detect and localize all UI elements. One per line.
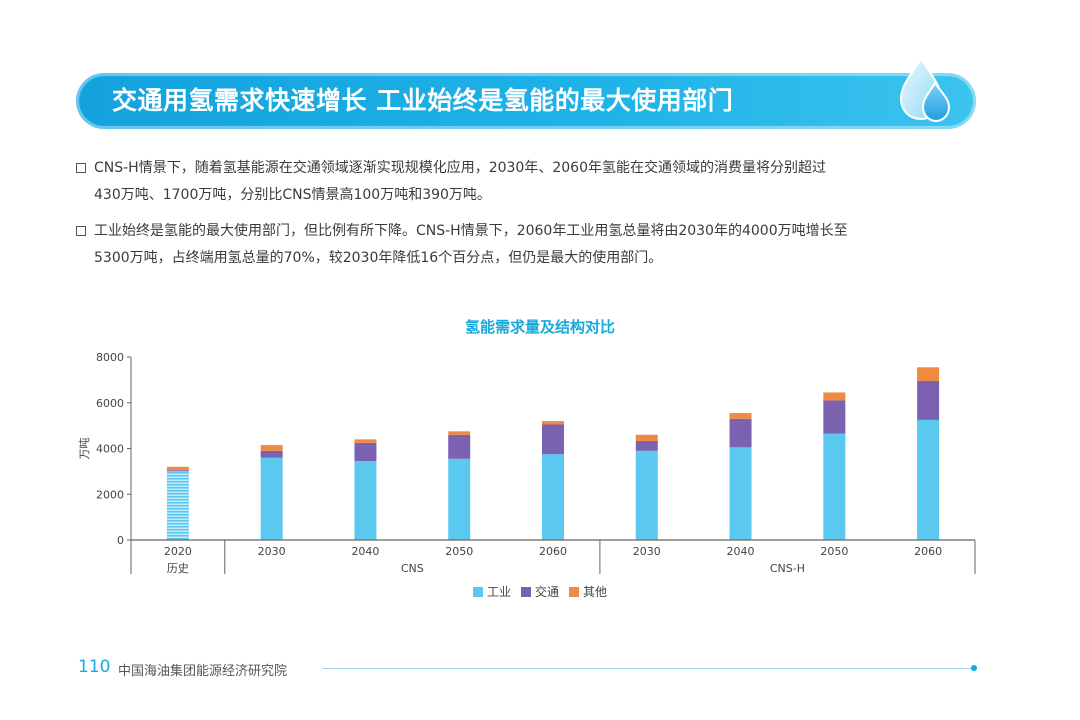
bullet-1-line-2: 430万吨、1700万吨，分别比CNS情景高100万吨和390万吨。 [94,187,491,203]
x-tick-label: 2050 [820,545,848,558]
bar-工业-0 [166,471,189,540]
bullet-box-icon [76,226,86,236]
x-tick-label: 2020 [164,545,192,558]
bar-交通-8 [917,381,940,420]
bar-工业-5 [635,450,658,540]
bar-交通-2 [354,442,377,462]
bar-交通-5 [635,440,658,451]
bar-交通-0 [166,470,189,472]
bar-交通-1 [260,450,283,458]
x-tick-label: 2050 [445,545,473,558]
y-axis-label: 万吨 [78,438,91,460]
x-tick-label: 2030 [633,545,661,558]
title-banner-inner [80,77,972,125]
legend-label: 交通 [535,584,559,599]
x-tick-label: 2060 [539,545,567,558]
bar-交通-4 [542,424,564,455]
bar-工业-6 [729,447,752,540]
group-label: CNS [401,562,424,575]
bar-交通-3 [448,434,471,459]
y-tick-label: 0 [117,534,124,547]
page-title: 交通用氢需求快速增长 工业始终是氢能的最大使用部门 [112,86,734,115]
legend-swatch-其他 [569,587,579,597]
legend-label: 其他 [583,585,607,599]
bullet-2-line-1: 工业始终是氢能的最大使用部门，但比例有所下降。CNS-H情景下，2060年工业用… [94,223,848,239]
bar-其他-5 [635,434,658,441]
title-banner [76,73,976,129]
bullet-2-line-2: 5300万吨，占终端用氢总量的70%，较2030年降低16个百分点，但仍是最大的… [94,250,663,266]
bar-其他-2 [354,439,377,443]
legend-label: 工业 [487,585,511,599]
bar-其他-3 [448,431,471,435]
bar-其他-0 [166,466,189,471]
bullet-1-line-1: CNS-H情景下，随着氢基能源在交通领域逐渐实现规模化应用，2030年、2060… [94,160,826,176]
legend-swatch-交通 [521,587,531,597]
bar-工业-3 [448,458,471,540]
x-tick-label: 2060 [914,545,942,558]
bullet-point-1: CNS-H情景下，随着氢基能源在交通领域逐渐实现规模化应用，2030年、2060… [76,155,986,209]
y-tick-label: 8000 [96,351,124,364]
bar-其他-7 [823,392,846,401]
bar-工业-1 [260,457,283,540]
y-tick-label: 6000 [96,397,124,410]
bar-其他-1 [260,445,283,451]
bullet-point-2: 工业始终是氢能的最大使用部门，但比例有所下降。CNS-H情景下，2060年工业用… [76,218,986,272]
bullet-box-icon [76,163,86,173]
bar-工业-4 [542,454,564,540]
bar-工业-2 [354,461,377,540]
bar-交通-6 [729,418,752,448]
x-tick-label: 2030 [258,545,286,558]
bar-其他-4 [542,421,564,425]
footer-dot [971,665,977,671]
bar-其他-8 [917,367,940,382]
y-tick-label: 4000 [96,443,124,456]
water-drop-icon [899,57,951,123]
bar-工业-7 [823,433,846,540]
bar-交通-7 [823,400,846,434]
group-label: 历史 [167,562,189,575]
x-tick-label: 2040 [727,545,755,558]
bar-其他-6 [729,413,752,419]
stacked-bar-chart: 0 2000 4000 6000 8000 万吨 2020 2030 2040 2050 2060 2… [78,351,976,599]
chart-title: 氢能需求量及结构对比 [464,318,615,336]
footer-organization: 中国海油集团能源经济研究院 [118,664,288,679]
group-label: CNS-H [770,562,805,575]
page-number: 110 [78,657,111,677]
legend-swatch-工业 [473,587,483,597]
bar-工业-8 [917,419,940,540]
y-tick-label: 2000 [96,488,124,501]
footer-divider [322,668,972,669]
x-tick-label: 2040 [351,545,379,558]
